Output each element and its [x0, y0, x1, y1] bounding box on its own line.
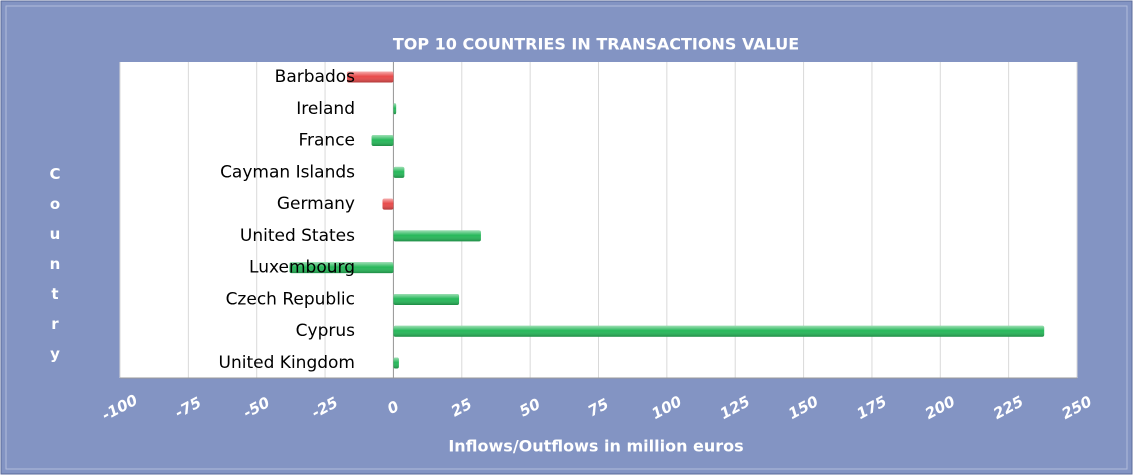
category-label: Ireland: [296, 99, 355, 119]
bar-sheen: [289, 262, 394, 274]
bar-sheen: [393, 325, 1045, 337]
bar-sheen: [393, 293, 460, 305]
category-label: United States: [240, 226, 355, 246]
category-label: United Kingdom: [219, 353, 355, 373]
chart-title: TOP 10 COUNTRIES IN TRANSACTIONS VALUE: [393, 35, 799, 54]
bar-sheen: [346, 71, 394, 83]
category-label: Luxembourg: [249, 258, 355, 278]
category-label: Cyprus: [296, 321, 355, 341]
bar-sheen: [393, 230, 481, 242]
category-label: France: [298, 131, 355, 151]
bar-sheen: [393, 166, 405, 178]
category-label: Cayman Islands: [220, 162, 355, 182]
category-label: Germany: [277, 194, 355, 214]
bar-sheen: [393, 357, 399, 369]
bar-sheen: [382, 198, 394, 210]
category-label: Barbados: [275, 67, 355, 87]
y-axis-title: Country: [46, 165, 64, 375]
bar-sheen: [371, 135, 394, 147]
category-label: Czech Republic: [226, 289, 355, 309]
x-axis-title: Inflows/Outflows in million euros: [448, 437, 743, 456]
bar-sheen: [393, 103, 397, 115]
